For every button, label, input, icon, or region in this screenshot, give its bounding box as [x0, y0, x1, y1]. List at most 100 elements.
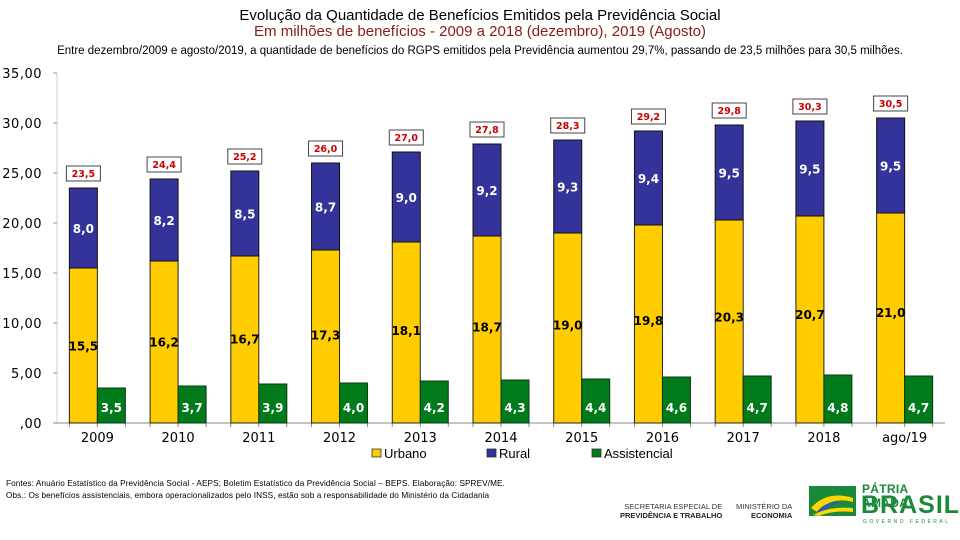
- x-tick-label: 2014: [484, 431, 517, 446]
- total-label: 28,3: [556, 121, 579, 132]
- data-label-assistencial: 4,4: [585, 401, 606, 415]
- bar-assistencial: [904, 375, 934, 424]
- bar-assistencial: [661, 376, 691, 424]
- stacked-bar-chart: ,00 5,00 10,00 15,00 20,00 25,00 30,00 35,00 15,…: [2, 67, 945, 461]
- legend-label-urbano: Urbano: [384, 446, 427, 461]
- total-label: 24,4: [152, 160, 176, 171]
- y-tick-label: 35,00: [2, 67, 42, 82]
- total-label-box: [308, 140, 344, 157]
- bar-rural: [553, 139, 583, 234]
- bar-assistencial: [339, 382, 369, 424]
- y-tick-label: 30,00: [2, 117, 42, 132]
- data-label-urbano: 20,7: [795, 308, 825, 322]
- data-label-assistencial: 4,6: [666, 401, 687, 415]
- bar-rural: [391, 151, 421, 243]
- bar-assistencial: [96, 387, 126, 424]
- data-label-rural: 9,2: [476, 184, 497, 198]
- data-label-assistencial: 4,7: [747, 401, 768, 415]
- bar-rural: [149, 178, 179, 262]
- bar-rural: [311, 162, 341, 251]
- data-label-urbano: 19,8: [634, 314, 664, 328]
- secretaria-line1: SECRETARIA ESPECIAL DE: [624, 502, 723, 511]
- bar-assistencial: [581, 378, 611, 424]
- bar-urbano: [149, 260, 179, 424]
- data-label-assistencial: 3,7: [181, 401, 202, 415]
- bar-assistencial: [742, 375, 772, 424]
- legend-swatch-assistencial: [591, 448, 602, 458]
- x-tick-label: 2016: [646, 431, 679, 446]
- data-label-urbano: 15,5: [69, 340, 99, 354]
- bar-rural: [876, 117, 906, 214]
- data-label-urbano: 16,2: [149, 335, 179, 349]
- total-label: 30,3: [798, 102, 821, 113]
- secretaria-logo: SECRETARIA ESPECIAL DE PREVIDÊNCIA E TRA…: [620, 502, 722, 520]
- bar-urbano: [230, 255, 260, 424]
- y-tick-label: 15,00: [2, 267, 42, 282]
- chart-subtitle: Em milhões de benefícios - 2009 a 2018 (…: [254, 23, 706, 40]
- y-tick-label: 20,00: [2, 217, 42, 232]
- total-label-box: [146, 156, 182, 173]
- data-label-rural: 8,7: [315, 201, 336, 215]
- total-label: 23,5: [72, 169, 95, 180]
- x-tick-label: 2011: [242, 431, 275, 446]
- ministerio-line2: ECONOMIA: [751, 511, 793, 520]
- x-tick-label: ago/19: [882, 431, 927, 446]
- data-label-assistencial: 4,3: [504, 401, 525, 415]
- bar-assistencial: [258, 383, 288, 424]
- total-label-box: [550, 117, 586, 134]
- data-label-assistencial: 4,8: [827, 401, 848, 415]
- x-tick-label: 2013: [404, 431, 437, 446]
- total-label-box: [388, 129, 424, 146]
- data-label-rural: 9,4: [638, 172, 659, 186]
- bar-assistencial: [500, 379, 530, 424]
- total-label-box: [873, 95, 909, 112]
- x-tick-label: 2012: [323, 431, 356, 446]
- total-label-box: [227, 148, 263, 165]
- data-label-urbano: 19,0: [553, 318, 583, 332]
- x-tick-label: 2018: [807, 431, 840, 446]
- data-label-rural: 9,5: [719, 167, 740, 181]
- data-label-assistencial: 3,9: [262, 401, 283, 415]
- logos-area: SECRETARIA ESPECIAL DE PREVIDÊNCIA E TRA…: [612, 480, 959, 530]
- bar-urbano: [795, 215, 825, 424]
- total-label: 29,2: [637, 112, 660, 123]
- total-label: 27,0: [395, 133, 419, 144]
- bar-rural: [795, 120, 825, 217]
- data-label-rural: 9,3: [557, 181, 578, 195]
- footer-sources: Fontes: Anuário Estatístico da Previdênc…: [6, 479, 505, 488]
- brand-line1: PÁTRIA AMADA: [862, 482, 909, 510]
- secretaria-line2: PREVIDÊNCIA E TRABALHO: [620, 511, 723, 520]
- bar-rural: [68, 187, 98, 269]
- total-label-box: [792, 98, 828, 115]
- x-tick-label: 2017: [727, 431, 760, 446]
- bar-urbano: [472, 235, 502, 424]
- data-label-assistencial: 4,0: [343, 401, 364, 415]
- footer-note: Obs.: Os benefícios assistenciais, embor…: [6, 491, 490, 500]
- brand-line3: GOVERNO FEDERAL: [863, 519, 951, 525]
- bar-assistencial: [177, 385, 207, 424]
- bar-rural: [714, 124, 744, 221]
- data-label-rural: 9,5: [880, 160, 901, 174]
- data-label-rural: 9,5: [799, 163, 820, 177]
- chart-summary: Entre dezembro/2009 e agosto/2019, a qua…: [57, 45, 903, 57]
- legend-swatch-urbano: [371, 448, 382, 458]
- total-label: 29,8: [717, 106, 741, 117]
- data-label-rural: 8,5: [234, 208, 255, 222]
- data-label-urbano: 21,0: [876, 306, 906, 320]
- total-label: 25,2: [233, 152, 256, 163]
- bar-assistencial: [823, 374, 853, 424]
- data-label-rural: 8,2: [153, 214, 174, 228]
- total-label-box: [630, 108, 666, 125]
- bar-urbano: [311, 249, 341, 424]
- bar-rural: [472, 143, 502, 237]
- data-label-urbano: 18,1: [391, 324, 421, 338]
- data-label-assistencial: 4,2: [424, 401, 445, 415]
- y-tick-label: 25,00: [2, 167, 42, 182]
- data-label-urbano: 16,7: [230, 332, 260, 346]
- total-label: 30,5: [879, 99, 902, 110]
- x-tick-label: 2009: [81, 431, 114, 446]
- bar-rural: [230, 170, 260, 257]
- total-label: 26,0: [314, 144, 338, 155]
- ministerio-logo: MINISTÉRIO DA ECONOMIA: [736, 502, 792, 520]
- bar-urbano: [68, 267, 98, 424]
